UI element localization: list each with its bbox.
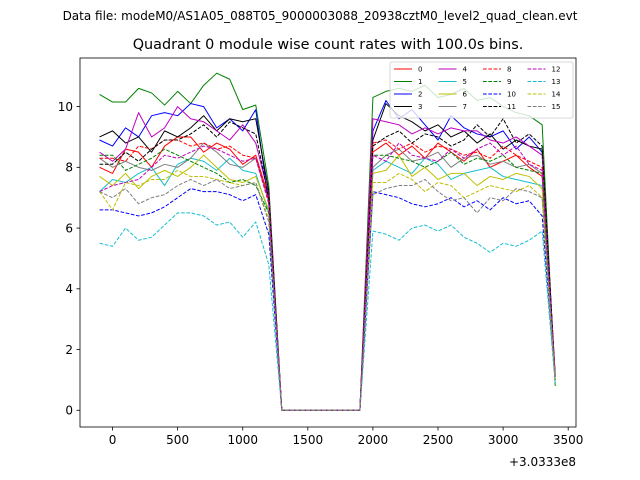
- y-tick-label: 10: [58, 100, 73, 114]
- figure-suptitle: Data file: modeM0/AS1A05_088T05_90000030…: [63, 9, 578, 23]
- series-line-11: [99, 118, 556, 411]
- legend-label-1: 1: [418, 78, 422, 86]
- legend-label-15: 15: [552, 103, 561, 111]
- x-tick-label: 3500: [553, 433, 584, 447]
- legend-label-14: 14: [552, 91, 561, 99]
- x-tick-label: 2500: [423, 433, 454, 447]
- x-tick-label: 1500: [293, 433, 324, 447]
- chart-title: Quadrant 0 module wise count rates with …: [133, 37, 524, 53]
- axes-background: [80, 58, 576, 427]
- legend-label-2: 2: [418, 91, 422, 99]
- y-tick-label: 6: [65, 221, 73, 235]
- legend-label-12: 12: [552, 66, 561, 74]
- legend-label-4: 4: [463, 66, 468, 74]
- y-tick-label: 0: [65, 404, 73, 418]
- y-tick-label: 8: [65, 161, 73, 175]
- legend-label-8: 8: [507, 66, 511, 74]
- legend-label-3: 3: [418, 103, 422, 111]
- legend-label-6: 6: [463, 91, 468, 99]
- x-tick-label: 0: [109, 433, 117, 447]
- x-axis: 0 500 1000 1500 2000 2500 3000 3500: [109, 427, 584, 447]
- series-group: [99, 72, 556, 411]
- series-line-15: [99, 178, 556, 411]
- legend-label-5: 5: [463, 78, 467, 86]
- y-tick-label: 4: [65, 282, 73, 296]
- x-tick-label: 1000: [227, 433, 258, 447]
- series-line-14: [99, 169, 556, 411]
- legend-label-0: 0: [418, 66, 422, 74]
- series-line-13: [99, 212, 556, 411]
- legend-label-7: 7: [463, 103, 467, 111]
- y-tick-label: 2: [65, 343, 73, 357]
- y-axis: 0 2 4 6 8 10: [58, 100, 80, 418]
- legend-label-11: 11: [507, 103, 516, 111]
- x-tick-label: 3000: [488, 433, 519, 447]
- x-axis-offset-label: +3.0333e8: [509, 455, 576, 469]
- x-tick-label: 500: [166, 433, 189, 447]
- legend-label-10: 10: [507, 91, 516, 99]
- x-tick-label: 2000: [358, 433, 389, 447]
- legend-label-9: 9: [507, 78, 511, 86]
- axes-frame: [79, 57, 577, 428]
- legend-label-13: 13: [552, 78, 561, 86]
- legend-frame: [389, 61, 574, 119]
